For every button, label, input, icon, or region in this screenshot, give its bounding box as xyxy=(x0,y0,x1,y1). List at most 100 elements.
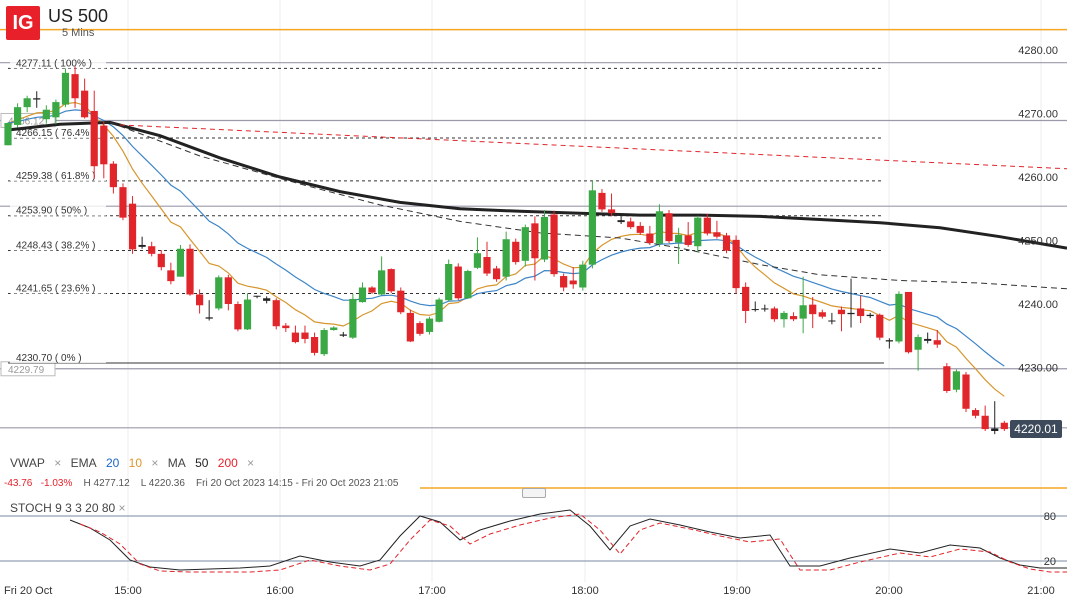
candle xyxy=(119,183,127,221)
fibonacci-level-label: 4230.70 ( 0% ) xyxy=(16,353,82,364)
candle xyxy=(272,298,280,330)
fibonacci-level-label: 4259.38 ( 61.8% ) xyxy=(16,171,96,182)
candle xyxy=(598,189,606,212)
candle xyxy=(157,250,165,271)
candle xyxy=(263,296,271,304)
candle-body xyxy=(722,235,731,251)
candle-body xyxy=(665,213,673,242)
candle xyxy=(828,312,836,325)
candle-body xyxy=(61,72,70,105)
time-axis-label: 18:00 xyxy=(571,585,599,597)
candle-body xyxy=(397,290,405,313)
interval-label[interactable]: 5 Mins xyxy=(62,27,95,39)
candle xyxy=(492,265,501,282)
candle-body xyxy=(828,320,836,322)
stoch-level-label: 80 xyxy=(1044,511,1056,523)
last-price-tag: 4220.01 xyxy=(1010,420,1062,438)
candle xyxy=(742,282,750,324)
candle xyxy=(42,105,50,124)
candle xyxy=(569,267,577,289)
candle-body xyxy=(732,239,740,289)
candle-body xyxy=(607,209,616,214)
candle xyxy=(33,91,41,108)
candle xyxy=(387,268,395,294)
candle xyxy=(368,286,376,294)
candle-body xyxy=(895,293,903,342)
candle xyxy=(521,224,529,267)
remove-ema-icon[interactable]: × xyxy=(151,456,159,470)
time-axis-label: 17:00 xyxy=(418,585,446,597)
remove-vwap-icon[interactable]: × xyxy=(54,456,62,470)
candle xyxy=(876,313,884,341)
candle-body xyxy=(675,234,683,243)
candle xyxy=(90,90,98,179)
candle-body xyxy=(330,327,338,331)
vwap-indicator[interactable]: VWAP xyxy=(10,456,45,470)
remove-ma-icon[interactable]: × xyxy=(247,456,255,470)
remove-stoch-icon[interactable]: × xyxy=(118,501,126,515)
fibonacci-label-bg xyxy=(10,282,106,294)
candle-body xyxy=(492,268,501,280)
ma-indicator[interactable]: MA xyxy=(167,456,186,470)
candle-body xyxy=(176,248,185,277)
candle xyxy=(627,217,635,230)
candle-body xyxy=(569,280,577,285)
stoch-label[interactable]: STOCH xyxy=(10,501,52,515)
candle xyxy=(1000,420,1008,431)
time-axis-label: 21:00 xyxy=(1027,585,1055,597)
candle xyxy=(464,269,472,299)
candle-body xyxy=(282,325,290,329)
candle-body xyxy=(952,371,961,390)
candle-body xyxy=(550,214,558,275)
candle-body xyxy=(387,269,395,292)
candle-body xyxy=(684,235,692,245)
stoch-params: 9 3 3 20 80 xyxy=(55,501,116,515)
candle xyxy=(694,215,702,252)
candle-body xyxy=(234,304,242,330)
candle-body xyxy=(33,98,41,100)
pane-resize-handle[interactable] xyxy=(522,488,546,498)
candle xyxy=(550,210,558,277)
candle xyxy=(167,262,175,285)
candle-body xyxy=(243,299,252,330)
candle xyxy=(857,295,865,324)
candle xyxy=(234,301,242,332)
candle-body xyxy=(971,410,980,416)
fibonacci-label-bg xyxy=(10,352,106,364)
candle-body xyxy=(742,286,750,311)
candle xyxy=(770,306,778,322)
candle-body xyxy=(502,239,510,277)
candle-body xyxy=(904,291,913,353)
candle xyxy=(560,273,568,292)
candle xyxy=(473,237,482,270)
candle-body xyxy=(837,309,846,315)
indicator-bar: VWAP × EMA 20 10 × MA 50 200 × xyxy=(10,456,260,470)
candle-body xyxy=(885,340,893,342)
candle xyxy=(799,276,807,334)
price-axis-label: 4250.00 xyxy=(1018,236,1058,248)
candle xyxy=(435,297,443,323)
candle-body xyxy=(167,270,175,282)
candle xyxy=(971,408,980,419)
fibonacci-level-label: 4253.90 ( 50% ) xyxy=(16,206,87,217)
instrument-title[interactable]: US 500 xyxy=(48,6,109,26)
candle xyxy=(61,68,70,108)
ema-indicator[interactable]: EMA xyxy=(70,456,97,470)
candle xyxy=(732,235,740,294)
time-axis-label: 20:00 xyxy=(875,585,903,597)
ig-logo: IG xyxy=(6,6,40,40)
candle xyxy=(847,278,855,328)
price-axis-label: 4260.00 xyxy=(1018,172,1058,184)
candle xyxy=(416,321,424,336)
ema-20-line xyxy=(7,109,1005,367)
candle xyxy=(751,301,759,312)
candle-body xyxy=(521,227,529,261)
stoch-k-line xyxy=(69,509,1067,571)
candle xyxy=(607,193,616,217)
fibonacci-label-bg xyxy=(10,169,106,181)
candle xyxy=(952,369,961,393)
candle-body xyxy=(560,276,568,288)
candle-body xyxy=(52,102,60,118)
candle-body xyxy=(981,415,989,430)
